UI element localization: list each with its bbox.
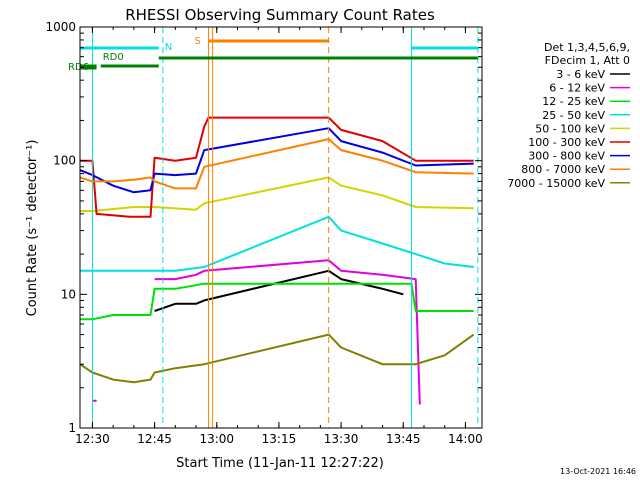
y-tick-label-3: 1000 xyxy=(45,20,76,34)
legend-header-1: FDecim 1, Att 0 xyxy=(545,54,630,67)
series-line-2 xyxy=(80,282,474,321)
chart-title: RHESSI Observing Summary Count Rates xyxy=(125,6,435,24)
y-tick-label-0: 1 xyxy=(68,421,76,435)
legend-label-7: 800 - 7000 keV xyxy=(521,163,605,176)
mode-label-n: N xyxy=(165,42,172,53)
x-tick-label-0: 12:30 xyxy=(75,432,110,446)
x-axis-label: Start Time (11-Jan-11 12:27:22) xyxy=(176,456,384,471)
series-line-8 xyxy=(79,333,475,384)
x-tick-label-3: 13:15 xyxy=(262,432,297,446)
legend-label-1: 6 - 12 keV xyxy=(549,82,605,95)
legend-label-8: 7000 - 15000 keV xyxy=(507,177,605,190)
mode-label-s: S xyxy=(194,36,200,47)
mode-label-rd0: RD0 xyxy=(103,52,124,63)
y-axis-label: Count Rate (s⁻¹ detector⁻¹) xyxy=(25,140,40,317)
mode-label-rd6: RD6 xyxy=(68,62,89,73)
series-line-7 xyxy=(79,138,474,190)
legend-label-3: 25 - 50 keV xyxy=(542,109,605,122)
x-tick-label-2: 13:00 xyxy=(199,432,234,446)
series-line-3 xyxy=(80,215,474,272)
legend-label-5: 100 - 300 keV xyxy=(528,136,605,149)
x-tick-label-1: 12:45 xyxy=(137,432,172,446)
series-line-0 xyxy=(154,269,404,312)
annotation-layer: N S RD0 RD6 xyxy=(68,27,479,428)
x-tick-label-6: 14:00 xyxy=(448,432,483,446)
y-tick-label-2: 100 xyxy=(53,154,76,168)
series-line-6 xyxy=(79,127,474,194)
series-line-4 xyxy=(80,176,474,212)
data-layer xyxy=(79,116,475,405)
x-tick-label-4: 13:30 xyxy=(324,432,359,446)
legend-label-4: 50 - 100 keV xyxy=(535,122,605,135)
legend: Det 1,3,4,5,6,9,FDecim 1, Att 03 - 6 keV… xyxy=(507,41,630,190)
axis-layer: 12:30 12:45 13:00 13:15 13:30 13:45 14:00 1 10 10… xyxy=(45,20,482,446)
legend-label-6: 300 - 800 keV xyxy=(528,150,605,163)
x-tick-label-5: 13:45 xyxy=(386,432,421,446)
series-line-5 xyxy=(80,116,474,218)
plot-frame xyxy=(79,26,483,429)
legend-header-0: Det 1,3,4,5,6,9, xyxy=(544,41,630,54)
footer-date: 13-Oct-2021 16:46 xyxy=(560,467,636,476)
series-line-1 xyxy=(92,259,421,405)
legend-label-0: 3 - 6 keV xyxy=(556,68,605,81)
legend-label-2: 12 - 25 keV xyxy=(542,95,605,108)
y-tick-label-1: 10 xyxy=(61,287,76,301)
